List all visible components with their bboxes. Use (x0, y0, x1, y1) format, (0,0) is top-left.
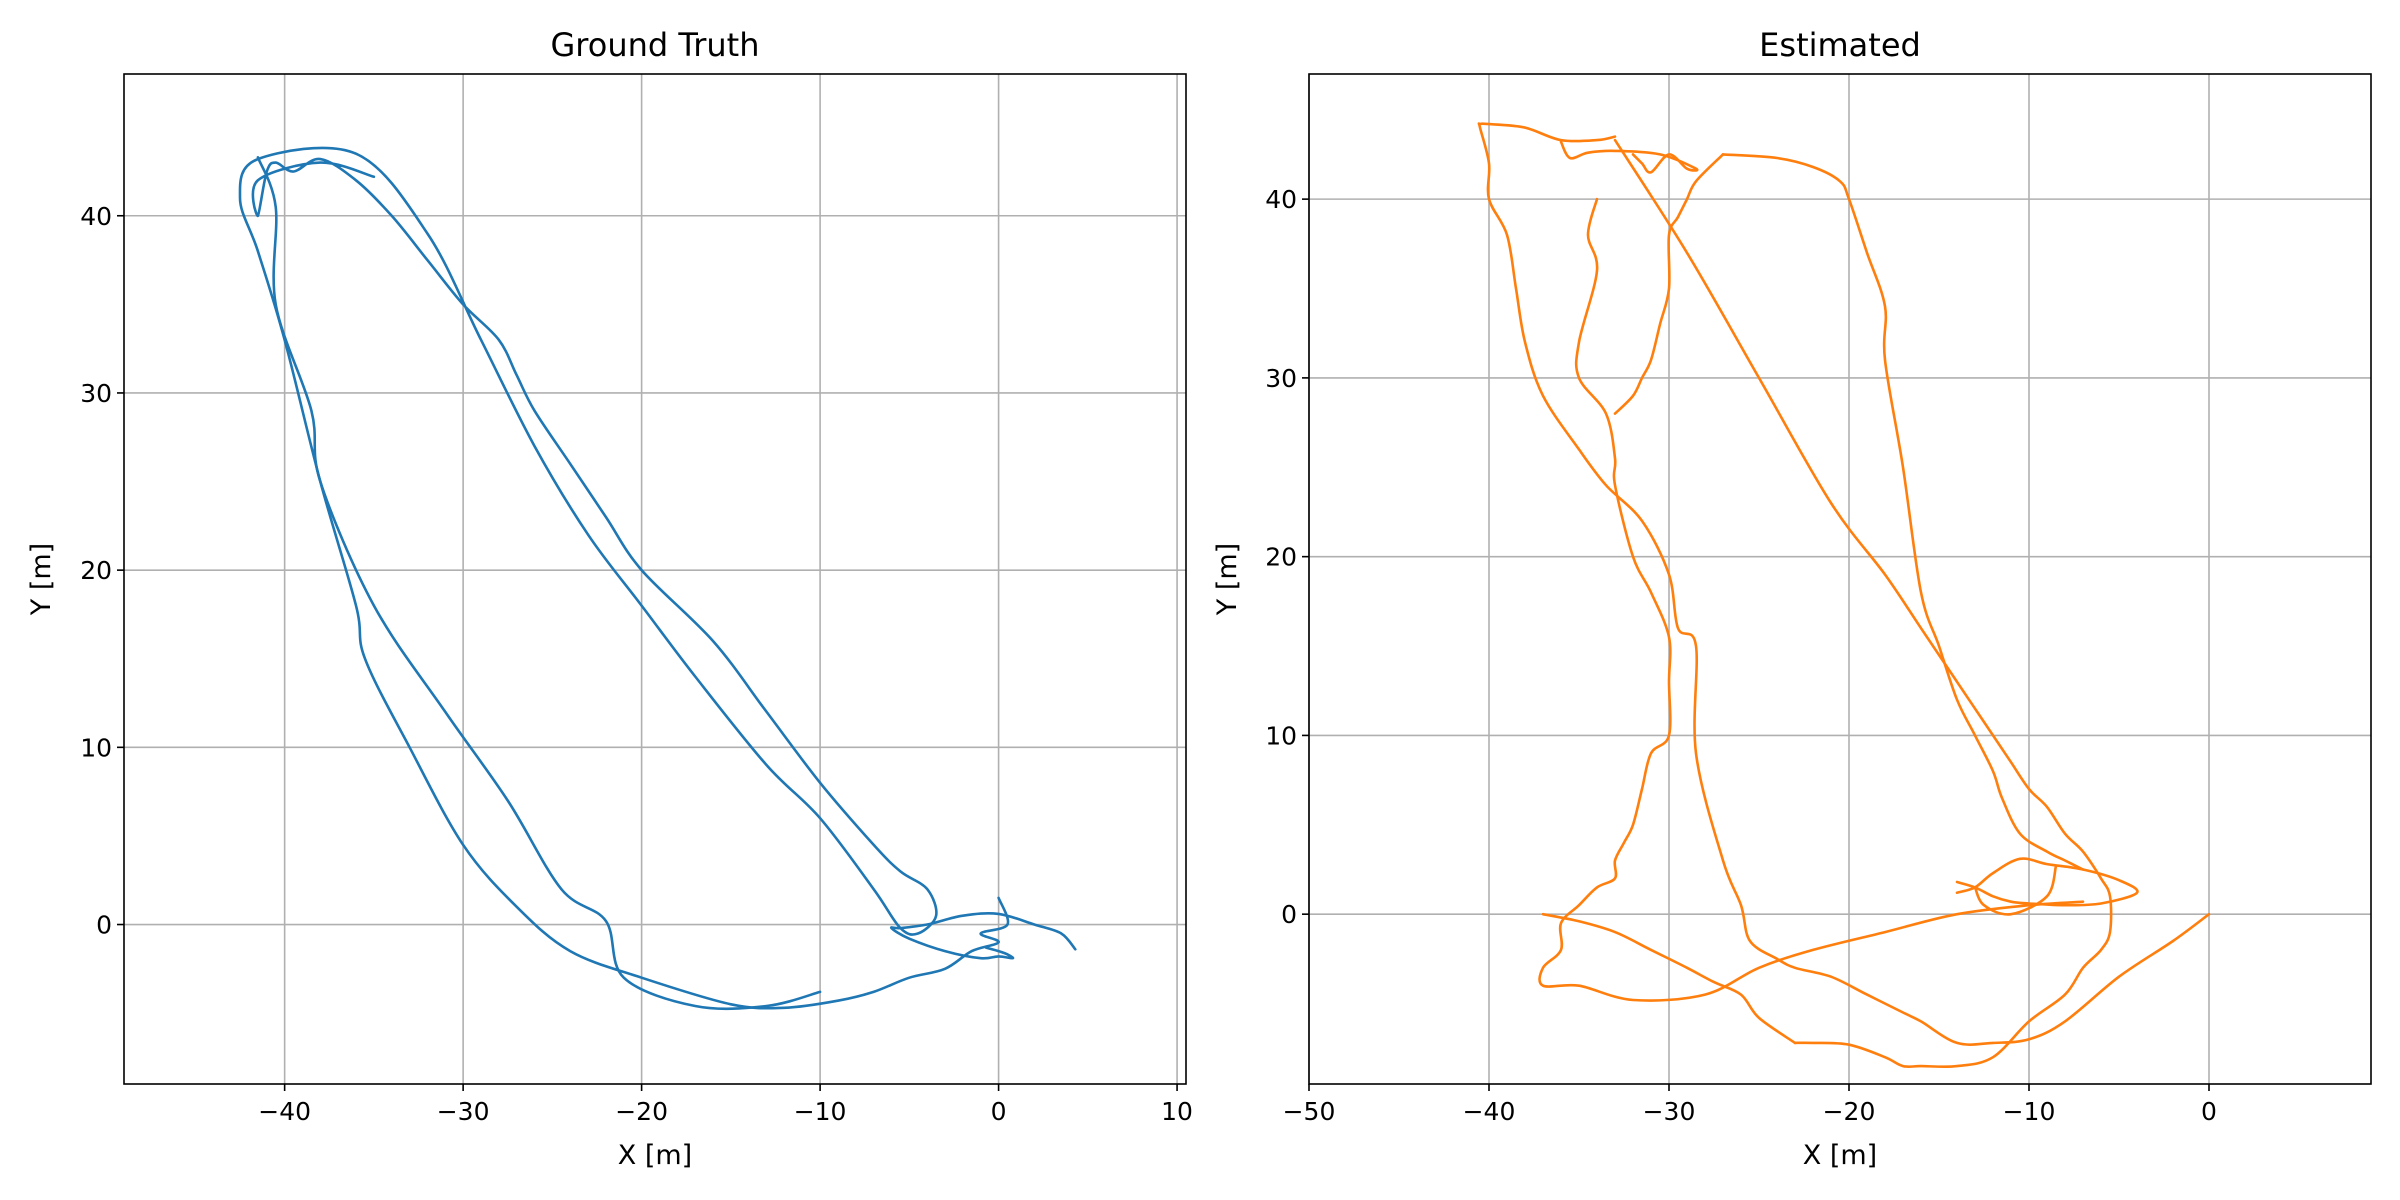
ground-truth-x-tick-label: 0 (991, 1097, 1007, 1126)
estimated-trajectory-segment (1955, 857, 2139, 907)
ground-truth-y-tick-label: 10 (80, 733, 112, 762)
ground-truth-y-tick-label: 20 (80, 556, 112, 585)
estimated-x-tick-label: 0 (2201, 1097, 2217, 1126)
ground-truth-x-tick-label: 10 (1161, 1097, 1193, 1126)
estimated-trajectory-segment (1538, 197, 2085, 1002)
estimated-ticks: −50 −40 −30 −20 −10 0 0 10 20 30 40 (1265, 185, 2217, 1126)
estimated-x-tick-label: −20 (1823, 1097, 1876, 1126)
ground-truth-plot: −40 −30 −20 −10 0 10 0 10 20 30 40 Ground Truth X … (26, 26, 1193, 1171)
estimated-y-tick-label: 30 (1265, 364, 1297, 393)
estimated-y-tick-label: 10 (1265, 721, 1297, 750)
estimated-y-tick-label: 20 (1265, 543, 1297, 572)
estimated-plot: −50 −40 −30 −20 −10 0 0 10 20 30 40 Estimated X [m… (1212, 26, 2372, 1171)
ground-truth-x-tick-label: −20 (615, 1097, 668, 1126)
ground-truth-x-tick-label: −30 (437, 1097, 490, 1126)
ground-truth-x-tick-label: −40 (258, 1097, 311, 1126)
estimated-trajectory-segment (1541, 912, 1797, 1045)
ground-truth-x-tick-label: −10 (794, 1097, 847, 1126)
estimated-title: Estimated (1759, 26, 1921, 64)
ground-truth-y-axis-label: Y [m] (26, 543, 57, 616)
ground-truth-x-axis-label: X [m] (618, 1140, 692, 1171)
estimated-axes-frame (1308, 73, 2372, 1085)
ground-truth-y-tick-label: 40 (80, 202, 112, 231)
ground-truth-trajectory-segment (256, 156, 822, 1011)
ground-truth-grid (124, 74, 1186, 1084)
ground-truth-y-tick-label: 30 (80, 379, 112, 408)
ground-truth-y-tick-label: 0 (96, 911, 112, 940)
ground-truth-trajectory-segment (238, 146, 1010, 1010)
estimated-trajectory-segment (1613, 153, 1725, 415)
estimated-y-tick-label: 0 (1281, 900, 1297, 929)
ground-truth-trajectory-segment (889, 911, 1077, 960)
estimated-trajectory-segment (1477, 122, 2211, 1046)
estimated-trajectory-segment (1721, 153, 2085, 871)
estimated-x-tick-label: −40 (1463, 1097, 1516, 1126)
ground-truth-axes-frame (123, 73, 1187, 1085)
estimated-trajectory-segment (1973, 864, 2058, 916)
estimated-x-axis-label: X [m] (1803, 1140, 1877, 1171)
ground-truth-title: Ground Truth (551, 26, 760, 64)
estimated-trajectory-segment (1613, 138, 2113, 1069)
ground-truth-trajectory (238, 146, 1077, 1011)
estimated-y-tick-label: 40 (1265, 185, 1297, 214)
estimated-trajectory-segment (1559, 140, 1699, 174)
estimated-x-tick-label: −50 (1283, 1097, 1336, 1126)
estimated-trajectory (1477, 122, 2211, 1069)
estimated-x-tick-label: −30 (1643, 1097, 1696, 1126)
estimated-y-axis-label: Y [m] (1212, 543, 1243, 616)
estimated-x-tick-label: −10 (2003, 1097, 2056, 1126)
ground-truth-ticks: −40 −30 −20 −10 0 10 0 10 20 30 40 (80, 202, 1193, 1126)
